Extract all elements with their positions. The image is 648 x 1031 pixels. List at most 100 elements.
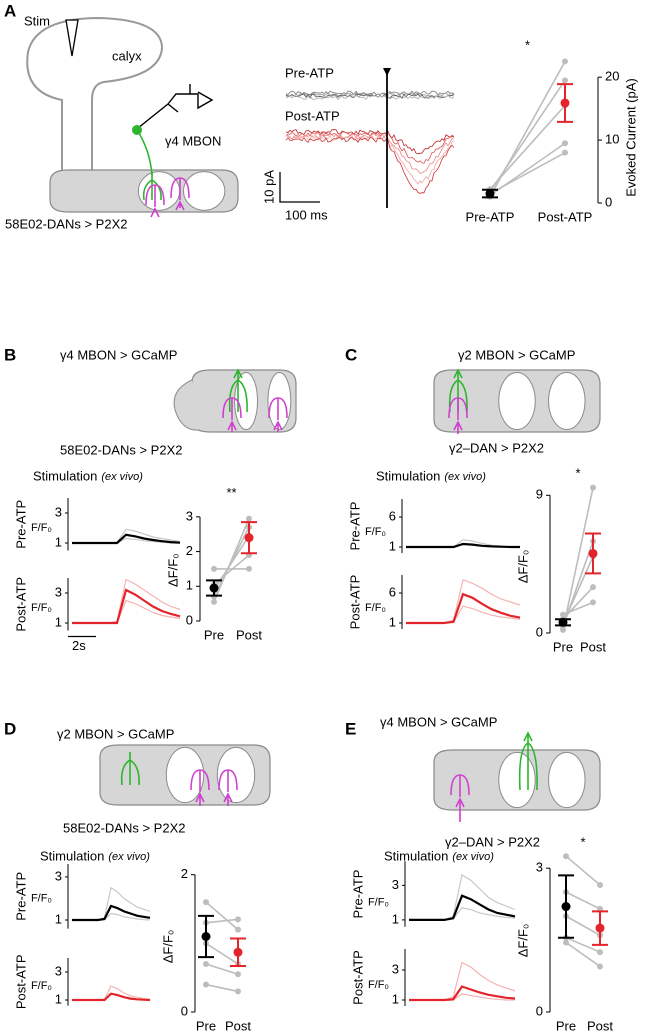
- y-tick-label: 2: [181, 866, 188, 881]
- point: [590, 484, 596, 491]
- trace: [72, 992, 151, 1002]
- post-trace: [285, 136, 455, 194]
- recording-pipette: [137, 84, 214, 129]
- lobe-hole: [165, 746, 205, 804]
- pair-line: [565, 855, 601, 886]
- stim-marker: [383, 68, 391, 76]
- significance: *: [580, 834, 585, 849]
- diagram-label: γ2 MBON > GCaMP: [458, 347, 575, 362]
- y-axis-label: ΔF/F₀: [165, 553, 180, 587]
- trace: [72, 533, 181, 545]
- trace: [409, 985, 516, 1002]
- y-tick-label: 1: [392, 911, 399, 926]
- diagram-label: calyx: [112, 48, 142, 63]
- y-axis-label: ΔF/F₀: [160, 930, 175, 964]
- pair-line: [205, 901, 239, 931]
- condition-label: (ex vivo): [452, 851, 494, 863]
- mean-point: [485, 189, 495, 199]
- lobe-hole: [548, 371, 586, 431]
- trace-title: Pre-ATP: [13, 872, 28, 921]
- arrowhead: [453, 368, 463, 379]
- pair-line: [489, 104, 566, 190]
- y-axis-label: F/F₀: [368, 897, 389, 909]
- y-axis-label: Evoked Current (pA): [623, 78, 638, 197]
- y-tick-label: 0: [186, 612, 193, 627]
- point: [597, 949, 603, 956]
- pair-line: [205, 918, 239, 924]
- diagram-label: γ2–DAN > P2X2: [445, 834, 540, 849]
- point: [590, 599, 596, 606]
- panel-label: B: [4, 345, 16, 364]
- y-tick-label: 6: [389, 508, 396, 523]
- scale-label: 2s: [72, 638, 86, 653]
- pair-line: [565, 936, 601, 953]
- mean-point: [209, 583, 219, 593]
- y-tick-label: 1: [186, 578, 193, 593]
- pair-line: [565, 891, 601, 910]
- pair-line: [205, 983, 239, 993]
- trace: [406, 605, 521, 624]
- pre-trace: [285, 92, 455, 97]
- panel-label: E: [345, 719, 356, 738]
- calyx-outline: [26, 16, 164, 178]
- y-tick-label: 3: [55, 584, 62, 599]
- mean-point: [201, 932, 211, 941]
- arrowhead: [523, 731, 533, 742]
- mean-point: [558, 617, 568, 627]
- stimulation-label: Stimulation: [384, 848, 448, 863]
- point: [235, 971, 241, 978]
- neuron: [228, 372, 248, 413]
- y-tick-label: 1: [55, 534, 62, 549]
- stim-arrow: [455, 797, 465, 822]
- point: [203, 899, 209, 906]
- pair-line: [562, 586, 594, 620]
- point: [211, 565, 217, 572]
- panel-label: D: [4, 719, 16, 738]
- y-tick-label: 0: [536, 1003, 543, 1018]
- point: [597, 963, 603, 970]
- diagram-label: 58E02-DANs > P2X2: [5, 216, 127, 231]
- post-trace: [285, 134, 455, 185]
- y-tick-label: 20: [605, 69, 619, 84]
- pair-line: [489, 151, 566, 195]
- y-tick-label: 1: [392, 991, 399, 1006]
- mean-point: [233, 947, 243, 957]
- scale-label: 10 pA: [261, 170, 276, 204]
- pair-line: [562, 601, 594, 616]
- lobe-hole: [498, 371, 536, 431]
- y-axis-label: F/F₀: [31, 522, 52, 534]
- trace: [72, 904, 151, 922]
- category-label: Post: [236, 627, 262, 642]
- condition-label: (ex vivo): [108, 851, 150, 863]
- y-tick-label: 1: [389, 538, 396, 553]
- category-label: Pre: [204, 627, 224, 642]
- post-trace: [285, 132, 455, 174]
- y-tick-label: 3: [186, 508, 193, 523]
- diagram-label: γ2 MBON > GCaMP: [57, 726, 174, 741]
- y-axis-label: F/F₀: [31, 602, 52, 614]
- dan-arch: [450, 774, 470, 797]
- stimulation-label: Stimulation: [33, 468, 97, 483]
- y-axis-label: ΔF/F₀: [515, 924, 530, 958]
- trace-title: Post-ATP: [13, 577, 28, 632]
- point: [562, 140, 568, 147]
- pair-line: [565, 941, 601, 968]
- y-tick-label: 2: [186, 543, 193, 558]
- point: [597, 881, 603, 888]
- pre-trace: [285, 90, 455, 96]
- trace-label: Pre-ATP: [285, 65, 334, 80]
- post-trace: [285, 129, 455, 155]
- dan-arch: [218, 769, 238, 792]
- diagram-label: γ4 MBON: [165, 133, 221, 148]
- pre-trace: [285, 94, 455, 100]
- panel-label: C: [345, 345, 357, 364]
- trace-title: Post-ATP: [13, 954, 28, 1009]
- pair-line: [489, 79, 566, 193]
- diagram-label: Stim: [24, 13, 50, 28]
- lobe-hole: [267, 371, 292, 431]
- diagram-label: 58E02-DANs > P2X2: [63, 820, 185, 835]
- y-tick-label: 10: [605, 132, 619, 147]
- trace: [406, 542, 520, 549]
- point: [246, 515, 252, 522]
